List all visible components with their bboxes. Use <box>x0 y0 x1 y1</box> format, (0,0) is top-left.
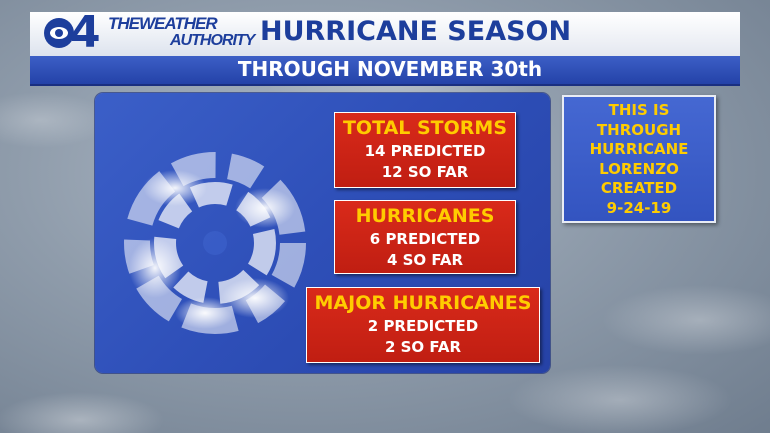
stat-predicted: 14 PREDICTED <box>364 142 486 160</box>
note-line: THIS IS <box>608 101 670 119</box>
station-logo: 4 THEWEATHER AUTHORITY <box>30 7 260 58</box>
note-line: LORENZO <box>599 159 679 178</box>
stat-predicted: 2 PREDICTED <box>367 317 479 335</box>
stat-major-hurricanes: MAJOR HURRICANES 2 PREDICTED 2 SO FAR <box>306 287 540 363</box>
note-line: 9-24-19 <box>606 198 672 217</box>
hurricane-cloud-icon <box>124 152 306 334</box>
stat-so-far: 4 SO FAR <box>386 251 464 269</box>
logo-brand-top: THEWEATHER <box>108 14 218 33</box>
stat-heading: TOTAL STORMS <box>342 117 508 139</box>
logo-brand-bottom: AUTHORITY <box>170 32 255 49</box>
header-banner: 4 THEWEATHER AUTHORITY HURRICANE SEASON … <box>30 7 740 86</box>
stat-heading: MAJOR HURRICANES <box>314 292 532 314</box>
stat-total-storms: TOTAL STORMS 14 PREDICTED 12 SO FAR <box>334 112 516 188</box>
subtitle-bar: THROUGH NOVEMBER 30th <box>30 56 740 86</box>
note-line: CREATED <box>600 179 678 197</box>
stat-heading: HURRICANES <box>355 205 495 227</box>
page-title: HURRICANE SEASON <box>260 16 572 47</box>
cbs-eye-icon <box>44 18 74 48</box>
note-line: THROUGH <box>596 120 682 139</box>
page-subtitle: THROUGH NOVEMBER 30th <box>237 57 543 81</box>
stat-so-far: 2 SO FAR <box>384 338 462 356</box>
note-line: HURRICANE <box>589 140 689 158</box>
stat-so-far: 12 SO FAR <box>381 163 469 181</box>
note-box: THIS IS THROUGH HURRICANE LORENZO CREATE… <box>562 95 716 223</box>
title-bar: HURRICANE SEASON <box>260 12 740 56</box>
stat-hurricanes: HURRICANES 6 PREDICTED 4 SO FAR <box>334 200 516 274</box>
logo-channel-number: 4 <box>70 7 101 58</box>
stat-predicted: 6 PREDICTED <box>369 230 481 248</box>
